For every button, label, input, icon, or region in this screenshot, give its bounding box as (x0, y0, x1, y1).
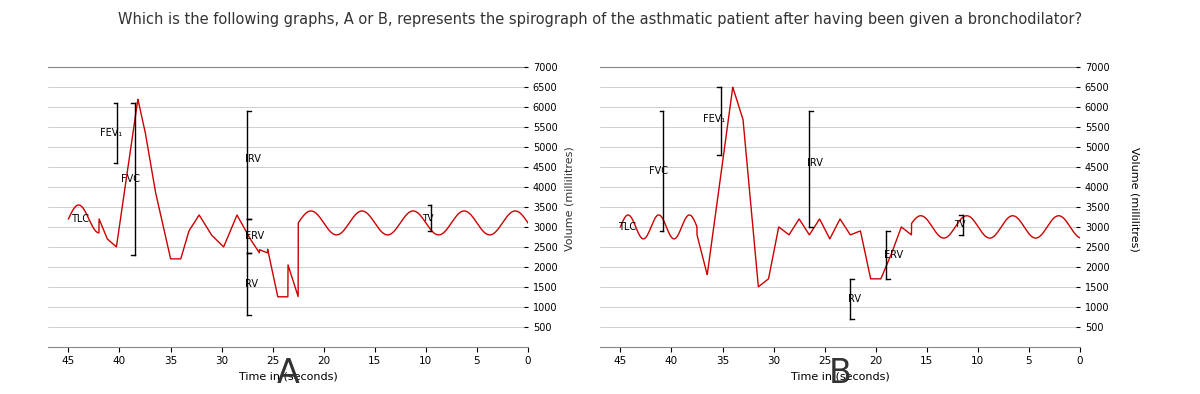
Text: FEV₁: FEV₁ (101, 128, 122, 138)
Y-axis label: Volume (millilitres): Volume (millilitres) (1129, 147, 1139, 251)
Text: Volume (millilitres): Volume (millilitres) (565, 147, 575, 251)
Text: FEV₁: FEV₁ (703, 114, 726, 124)
Text: B: B (828, 357, 852, 390)
Text: FVC: FVC (121, 174, 140, 184)
X-axis label: Time in (seconds): Time in (seconds) (791, 372, 889, 382)
Text: ERV: ERV (245, 231, 264, 241)
Text: Which is the following graphs, A or B, represents the spirograph of the asthmati: Which is the following graphs, A or B, r… (118, 12, 1082, 27)
Text: RV: RV (848, 294, 862, 304)
X-axis label: Time in (seconds): Time in (seconds) (239, 372, 337, 382)
Text: TLC: TLC (618, 222, 636, 232)
Text: IRV: IRV (808, 158, 823, 168)
Text: IRV: IRV (245, 154, 260, 164)
Text: TLC: TLC (71, 214, 89, 224)
Text: FVC: FVC (649, 166, 668, 176)
Text: ERV: ERV (884, 250, 904, 260)
Text: TV: TV (954, 220, 966, 229)
Text: TV: TV (422, 214, 434, 223)
Text: A: A (276, 357, 300, 390)
Text: RV: RV (245, 279, 258, 289)
